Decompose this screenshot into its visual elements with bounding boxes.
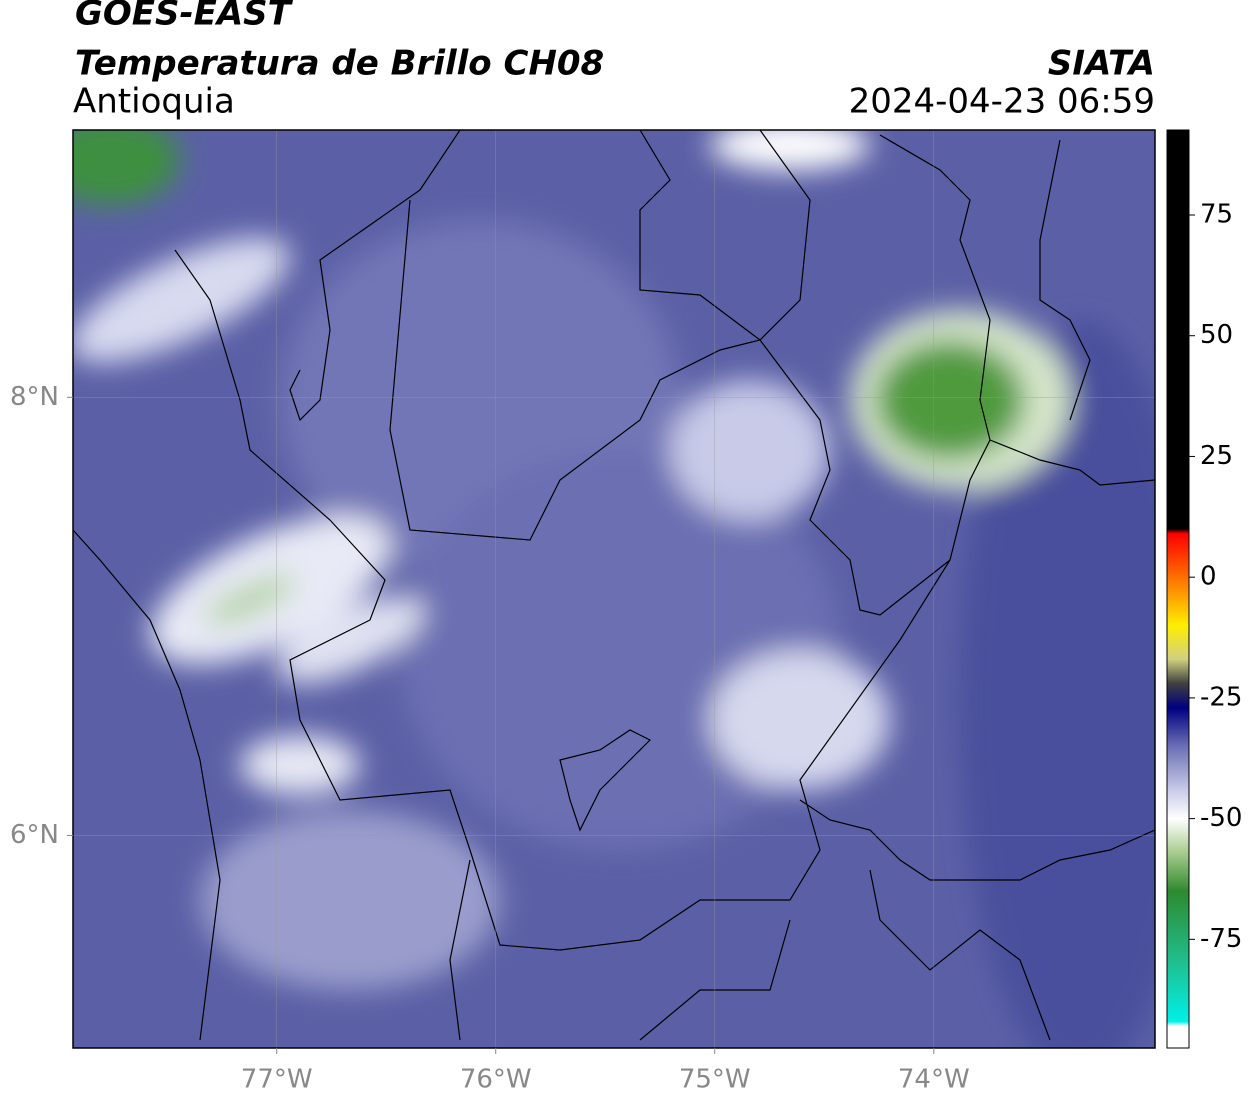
borders — [73, 130, 1155, 1041]
x-tick-label: 74°W — [898, 1065, 970, 1095]
x-tick-label: 77°W — [241, 1065, 313, 1095]
colorbar — [1166, 129, 1190, 1049]
colorbar-tick-label: -25 — [1200, 682, 1242, 712]
x-tick-label: 76°W — [460, 1065, 532, 1095]
grid — [73, 130, 1155, 1048]
map-image — [73, 130, 1155, 1048]
cloud-field — [73, 130, 1155, 1048]
source: SIATA — [1048, 44, 1155, 84]
region: Antioquia — [73, 82, 235, 122]
colorbar-tick-label: 0 — [1200, 562, 1217, 592]
colorbar-tick-label: 75 — [1200, 199, 1233, 229]
title: GOES-EAST — [75, 0, 294, 34]
y-tick-label: 8°N — [10, 382, 59, 412]
map-frame — [72, 129, 1156, 1049]
product: Temperatura de Brillo CH08 — [75, 44, 604, 84]
colorbar-tick-label: 50 — [1200, 320, 1233, 350]
colorbar-tick-label: -50 — [1200, 803, 1242, 833]
colorbar-tick-label: 25 — [1200, 441, 1233, 471]
datetime: 2024-04-23 06:59 — [849, 82, 1155, 122]
x-tick-label: 75°W — [679, 1065, 751, 1095]
y-tick-label: 6°N — [10, 820, 59, 850]
colorbar-tick-label: -75 — [1200, 924, 1242, 954]
